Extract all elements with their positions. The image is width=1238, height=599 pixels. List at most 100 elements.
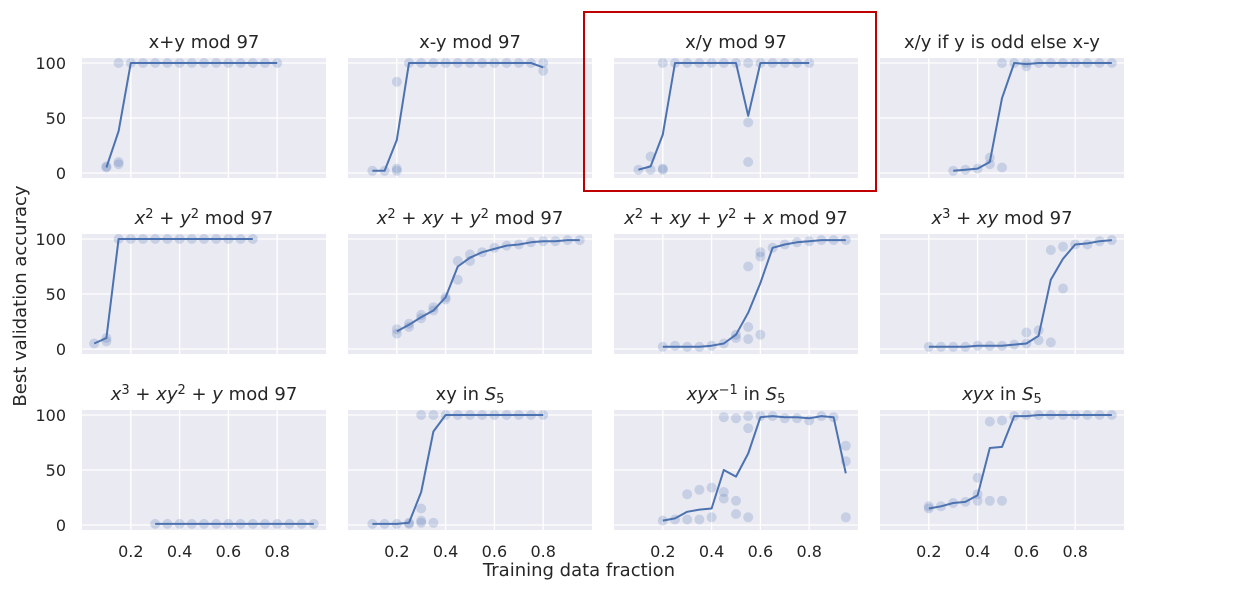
panel-title-part: 2 xyxy=(481,207,489,222)
x-tick-label: 0.8 xyxy=(1062,542,1087,561)
panel-title-part: + xyxy=(950,208,977,229)
series-line xyxy=(372,414,544,525)
x-tick-label: 0.4 xyxy=(965,542,990,561)
panel-title-part: + xyxy=(443,208,470,229)
scatter-point xyxy=(416,309,427,320)
panel-title-part: mod 97 xyxy=(998,208,1072,229)
panel-title-part: + xyxy=(736,208,763,229)
scatter-point xyxy=(743,157,754,167)
panel-title-part: 2 xyxy=(145,207,153,222)
panel-title: xyx−1 in S5 xyxy=(686,383,786,407)
panel-title-part: S xyxy=(766,384,777,405)
scatter-point xyxy=(657,163,668,174)
x-tick-label: 0.6 xyxy=(1014,542,1039,561)
panel-title: xy in S5 xyxy=(436,384,505,407)
scatter-point xyxy=(416,515,427,526)
scatter-point xyxy=(452,274,463,285)
panel-title-part: in xyxy=(738,384,766,405)
panel-title-part: xy xyxy=(669,208,692,229)
panel-title-part: y xyxy=(179,208,191,229)
panel-title-part: + xyxy=(396,208,423,229)
scatter-point xyxy=(755,329,766,340)
scatter-point xyxy=(416,503,427,514)
panel-title-part: 5 xyxy=(1033,392,1041,407)
panel-title-part: mod 97 xyxy=(199,208,273,229)
panel-title-part: 2 xyxy=(728,207,736,222)
scatter-point xyxy=(657,58,668,68)
panel-x-y-mod-97: x/y mod 97 xyxy=(583,11,877,192)
panel-title-part: 2 xyxy=(387,207,395,222)
scatter-point xyxy=(113,58,124,68)
scatter-point xyxy=(706,482,717,493)
y-tick-label: 50 xyxy=(46,109,66,128)
highlight-box xyxy=(583,11,877,192)
panel-title: x-y mod 97 xyxy=(419,32,521,53)
panel-x-y-mod-97: x-y mod 97 xyxy=(348,32,592,178)
scatter-point xyxy=(923,501,934,512)
scatter-point xyxy=(972,472,983,483)
scatter-point xyxy=(694,514,705,525)
y-tick-label: 100 xyxy=(35,406,66,425)
scatter-point xyxy=(743,411,754,422)
panel-xyx-1-in-s-5: xyx−1 in S5 0.2 0.4 0.6 0.8 xyxy=(614,383,858,561)
scatter-point xyxy=(755,247,766,258)
scatter-point xyxy=(718,487,729,497)
panel-title-part: 3 xyxy=(942,207,950,222)
scatter-point xyxy=(428,410,439,420)
panel-title-part: 5 xyxy=(496,392,504,407)
scatter-point xyxy=(743,117,754,128)
scatter-point xyxy=(984,159,995,170)
scatter-point xyxy=(743,423,754,434)
x-tick-label: 0.2 xyxy=(384,542,409,561)
scatter-point xyxy=(706,512,717,523)
scatter-point xyxy=(1045,337,1056,348)
y-axis-label: Best validation accuracy xyxy=(10,185,31,406)
panel-title-part: 2 xyxy=(191,207,199,222)
panel-title-part: + xyxy=(130,384,157,405)
scatter-point xyxy=(755,411,766,422)
x-tick-label: 0.2 xyxy=(118,542,143,561)
scatter-point xyxy=(731,495,741,506)
scatter-point xyxy=(113,157,124,167)
scatter-point xyxy=(428,302,439,313)
panel-x-y-mod-97: x+y mod 97 0 50 100 xyxy=(35,32,326,183)
scatter-point xyxy=(743,261,754,272)
panel-title-part: 2 xyxy=(177,383,185,398)
scatter-point xyxy=(391,163,402,174)
scatter-point xyxy=(743,512,754,523)
panel-title-part: + xyxy=(643,208,670,229)
panel-title-part: mod 97 xyxy=(223,384,297,405)
panel-x-2-xy-y-2-x-mod-97: x2 + xy + y2 + x mod 97 xyxy=(614,207,858,354)
panel-title-part: xy xyxy=(421,208,444,229)
scatter-point xyxy=(984,416,995,427)
panel-title-part: in xyxy=(994,384,1022,405)
panel-title: x2 + xy + y2 + x mod 97 xyxy=(623,207,848,229)
scatter-point xyxy=(694,484,705,495)
y-tick-label: 0 xyxy=(56,340,66,359)
x-tick-label: 0.6 xyxy=(482,542,507,561)
panel-title-part: xy xyxy=(155,384,178,405)
x-tick-label: 0.4 xyxy=(433,542,458,561)
series-line xyxy=(662,415,847,522)
panel-title-part: xy in xyxy=(436,384,485,405)
panel-x-3-xy-2-y-mod-97: x3 + xy2 + y mod 97 0 50 100 0.2 0.4 0.6 0.8 xyxy=(35,383,326,561)
scatter-point xyxy=(779,413,790,424)
scatter-point xyxy=(1021,410,1032,420)
y-tick-label: 100 xyxy=(35,230,66,249)
panel-title-part: x xyxy=(762,208,774,229)
panel-title-part: + xyxy=(154,208,181,229)
panel-title-part: y xyxy=(469,208,481,229)
panel-title-part: x xyxy=(110,384,122,405)
scatter-point xyxy=(718,412,729,423)
panel-title-part: y xyxy=(716,208,728,229)
scatter-point xyxy=(682,514,693,525)
panel-title: x/y if y is odd else x-y xyxy=(904,32,1100,53)
panel-title: x2 + xy + y2 mod 97 xyxy=(376,207,564,229)
panel-x-3-xy-mod-97: x3 + xy mod 97 xyxy=(880,207,1124,354)
scatter-point xyxy=(743,58,754,68)
scatter-point xyxy=(997,162,1007,173)
scatter-point xyxy=(113,159,124,170)
scatter-point xyxy=(997,58,1007,68)
y-tick-label: 50 xyxy=(46,461,66,480)
x-tick-label: 0.4 xyxy=(167,542,192,561)
